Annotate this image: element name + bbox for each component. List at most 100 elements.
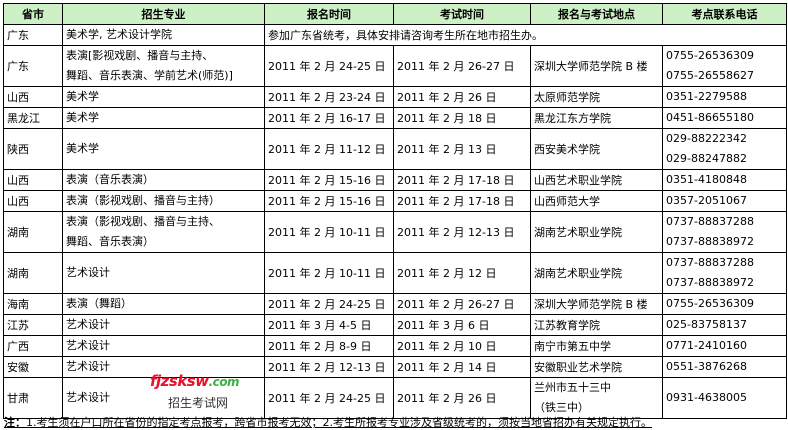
major-cell-line: 表演（影视戏剧、播音与主持、 (66, 215, 220, 228)
phone-cell-line: 029-88247882 (666, 152, 747, 165)
exam-date-cell: 2011 年 2 月 18 日 (393, 107, 531, 129)
province-cell: 湖南 (3, 252, 63, 294)
table-row: 广东 表演[影视戏剧、播音与主持、 舞蹈、音乐表演、学前艺术(师范)] 2011 年 … (3, 45, 787, 87)
registration-date-cell: 2011 年 2 月 11-12 日 (264, 128, 394, 170)
phone-cell: 0737-88837288 0737-88838972 (662, 211, 787, 253)
province-cell: 安徽 (3, 356, 63, 378)
location-cell: 南宁市第五中学 (530, 335, 663, 357)
registration-date-cell: 2011 年 2 月 16-17 日 (264, 107, 394, 129)
registration-date-cell: 2011 年 2 月 10-11 日 (264, 211, 394, 253)
location-cell: 山西艺术职业学院 (530, 169, 663, 191)
major-cell: 艺术设计 (62, 356, 265, 378)
phone-cell: 0351-2279588 (662, 86, 787, 108)
phone-cell-line: 0451-86655180 (666, 111, 754, 124)
phone-cell-line: 0737-88838972 (666, 235, 754, 248)
location-cell: 江苏教育学院 (530, 314, 663, 336)
major-cell-line: 艺术设计 (66, 391, 110, 404)
location-cell: 山西师范大学 (530, 190, 663, 212)
phone-cell: 029-88222342 029-88247882 (662, 128, 787, 170)
table-row: 黑龙江 美术学 2011 年 2 月 16-17 日 2011 年 2 月 18 日黑… (3, 107, 787, 129)
table-row: 湖南 艺术设计 2011 年 2 月 10-11 日 2011 年 2 月 12 日湖… (3, 252, 787, 294)
table-row: 湖南 表演（影视戏剧、播音与主持、 舞蹈、音乐表演） 2011 年 2 月 10-11… (3, 211, 787, 253)
registration-date-cell: 2011 年 3 月 4-5 日 (264, 314, 394, 336)
column-header: 省市 (3, 3, 63, 25)
phone-cell-line: 0771-2410160 (666, 339, 747, 352)
phone-cell-line: 0737-88837288 (666, 256, 754, 269)
location-cell: 湖南艺术职业学院 (530, 211, 663, 253)
major-cell: 美术学, 艺术设计学院 (62, 24, 265, 46)
table-row: 安徽 艺术设计 2011 年 2 月 12-13 日 2011 年 2 月 14 日安… (3, 356, 787, 378)
column-header: 招生专业 (62, 3, 265, 25)
location-cell: 湖南艺术职业学院 (530, 252, 663, 294)
exam-date-cell: 2011 年 2 月 26 日 (393, 377, 531, 419)
phone-cell-line: 029-88222342 (666, 132, 747, 145)
major-cell-line: 表演（音乐表演） (66, 173, 154, 186)
major-cell-line: 艺术设计 (66, 266, 110, 279)
phone-cell: 0351-4180848 (662, 169, 787, 191)
province-cell: 甘肃 (3, 377, 63, 419)
major-cell-line: 艺术设计 (66, 339, 110, 352)
registration-date-cell: 2011 年 2 月 24-25 日 (264, 377, 394, 419)
major-cell: 美术学 (62, 128, 265, 170)
registration-date-cell: 2011 年 2 月 15-16 日 (264, 190, 394, 212)
footnote: 注：1.考生须在户口所在省份的指定考点报考，跨省市报考无效；2.考生所报考专业涉… (4, 414, 652, 430)
phone-cell-line: 025-83758137 (666, 318, 747, 331)
table-row: 甘肃 艺术设计 2011 年 2 月 24-25 日 2011 年 2 月 26 日兰… (3, 377, 787, 419)
phone-cell-line: 0737-88838972 (666, 276, 754, 289)
exam-date-cell: 2011 年 2 月 12 日 (393, 252, 531, 294)
footnote-text: 1.考生须在户口所在省份的指定考点报考，跨省市报考无效；2.考生所报考专业涉及省… (26, 416, 652, 429)
column-header: 报名与考试地点 (530, 3, 663, 25)
column-header: 考点联系电话 (662, 3, 787, 25)
major-cell: 艺术设计 (62, 314, 265, 336)
phone-cell-line: 0755-26558627 (666, 69, 754, 82)
phone-cell: 0931-4638005 (662, 377, 787, 419)
location-cell: 太原师范学院 (530, 86, 663, 108)
province-cell: 广东 (3, 24, 63, 46)
exam-date-cell: 2011 年 2 月 26-27 日 (393, 293, 531, 315)
province-cell: 海南 (3, 293, 63, 315)
registration-date-cell: 2011 年 2 月 24-25 日 (264, 45, 394, 87)
phone-cell-line: 0357-2051067 (666, 194, 747, 207)
column-header: 考试时间 (393, 3, 531, 25)
location-cell: 深圳大学师范学院 B 楼 (530, 293, 663, 315)
major-cell: 表演（影视戏剧、播音与主持、 舞蹈、音乐表演） (62, 211, 265, 253)
major-cell-line: 表演（舞蹈） (66, 297, 132, 310)
major-cell-line: 舞蹈、音乐表演） (66, 235, 154, 248)
phone-cell-line: 0351-4180848 (666, 173, 747, 186)
exam-date-cell: 2011 年 2 月 26-27 日 (393, 45, 531, 87)
major-cell: 表演（舞蹈） (62, 293, 265, 315)
table-row: 山西 表演（音乐表演） 2011 年 2 月 15-16 日 2011 年 2 月 1… (3, 169, 787, 191)
registration-date-cell: 2011 年 2 月 23-24 日 (264, 86, 394, 108)
location-cell: 兰州市五十三中 （铁三中） (530, 377, 663, 419)
province-cell: 山西 (3, 86, 63, 108)
registration-date-cell: 2011 年 2 月 8-9 日 (264, 335, 394, 357)
phone-cell-line: 0755-26536309 (666, 49, 754, 62)
table-row: 广东 美术学, 艺术设计学院 参加广东省统考，具体安排请咨询考生所在地市招生办。 (3, 24, 787, 46)
phone-cell-line: 0737-88837288 (666, 215, 754, 228)
table-row: 广西 艺术设计 2011 年 2 月 8-9 日 2011 年 2 月 10 日南宁市… (3, 335, 787, 357)
province-cell: 广东 (3, 45, 63, 87)
registration-date-cell: 2011 年 2 月 24-25 日 (264, 293, 394, 315)
province-cell: 山西 (3, 190, 63, 212)
major-cell-line: 表演（影视戏剧、播音与主持） (66, 194, 220, 207)
exam-date-cell: 2011 年 2 月 17-18 日 (393, 190, 531, 212)
phone-cell: 0357-2051067 (662, 190, 787, 212)
major-cell: 表演（影视戏剧、播音与主持） (62, 190, 265, 212)
phone-cell: 0771-2410160 (662, 335, 787, 357)
phone-cell: 025-83758137 (662, 314, 787, 336)
phone-cell-line: 0351-2279588 (666, 90, 747, 103)
phone-cell: 0737-88837288 0737-88838972 (662, 252, 787, 294)
table-row: 山西 表演（影视戏剧、播音与主持） 2011 年 2 月 15-16 日 2011 年… (3, 190, 787, 212)
table-row: 陕西 美术学 2011 年 2 月 11-12 日 2011 年 2 月 13 日西安… (3, 128, 787, 170)
exam-date-cell: 2011 年 2 月 12-13 日 (393, 211, 531, 253)
phone-cell: 0755-26536309 0755-26558627 (662, 45, 787, 87)
major-cell-line: 舞蹈、音乐表演、学前艺术(师范)] (66, 69, 233, 82)
major-cell: 艺术设计 (62, 335, 265, 357)
table-row: 山西 美术学 2011 年 2 月 23-24 日 2011 年 2 月 26 日太原… (3, 86, 787, 108)
table-row: 海南 表演（舞蹈） 2011 年 2 月 24-25 日 2011 年 2 月 26-… (3, 293, 787, 315)
column-header: 报名时间 (264, 3, 394, 25)
major-cell: 表演（音乐表演） (62, 169, 265, 191)
exam-date-cell: 2011 年 2 月 13 日 (393, 128, 531, 170)
table-row: 江苏 艺术设计 2011 年 3 月 4-5 日 2011 年 3 月 6 日江苏教育… (3, 314, 787, 336)
phone-cell: 0451-86655180 (662, 107, 787, 129)
